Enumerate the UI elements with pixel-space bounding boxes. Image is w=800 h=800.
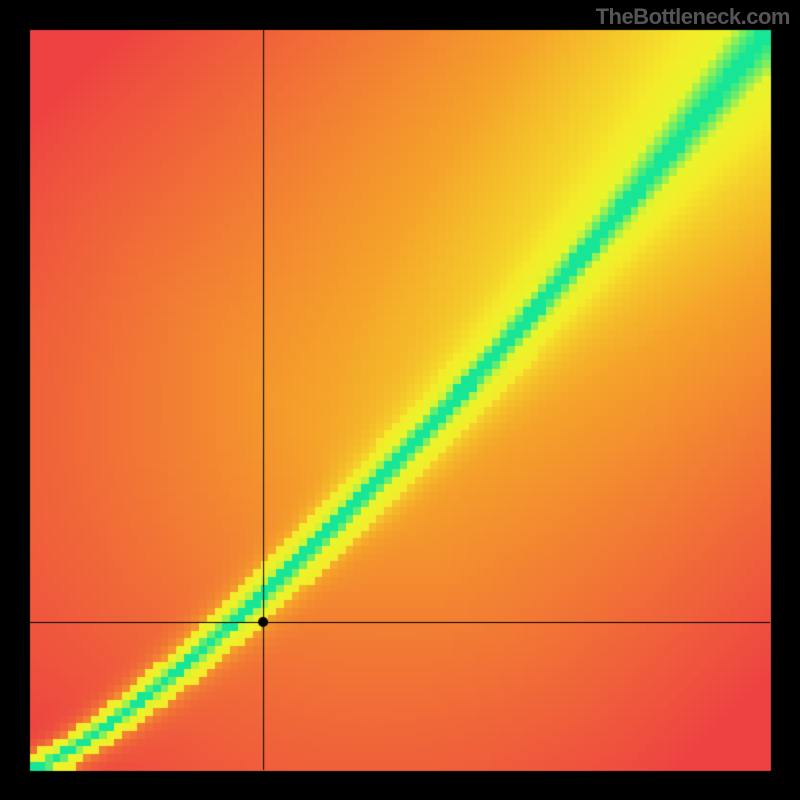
heatmap-canvas	[0, 0, 800, 800]
watermark-text: TheBottleneck.com	[596, 4, 790, 30]
chart-container: TheBottleneck.com	[0, 0, 800, 800]
